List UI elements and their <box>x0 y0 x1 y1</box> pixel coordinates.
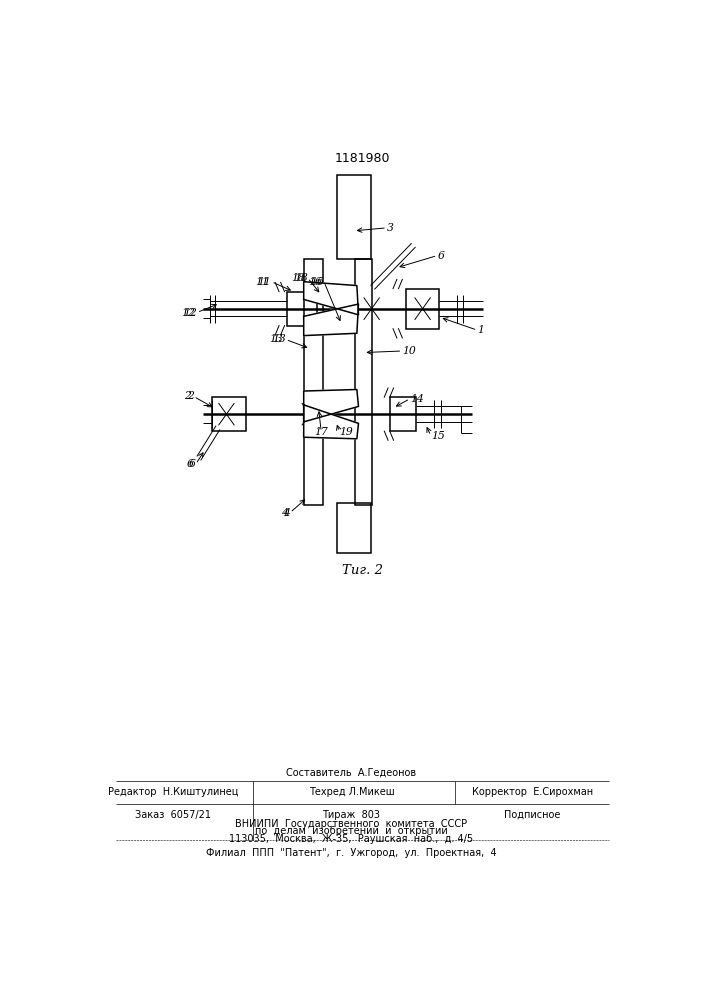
Text: 15: 15 <box>431 431 445 441</box>
Text: 18: 18 <box>294 273 308 283</box>
Bar <box>337 175 370 259</box>
Text: Тираж  803: Тираж 803 <box>322 810 380 820</box>
Text: 13: 13 <box>269 334 284 344</box>
Text: 113035,  Москва,  Ж-35,  Раушская  наб.,  д. 4/5: 113035, Москва, Ж-35, Раушская наб., д. … <box>229 834 474 844</box>
Text: 3: 3 <box>387 223 394 233</box>
Bar <box>337 503 370 553</box>
Text: 4: 4 <box>281 508 288 518</box>
Text: 2: 2 <box>185 391 192 401</box>
Text: 14: 14 <box>410 394 423 404</box>
Text: Подписное: Подписное <box>504 810 561 820</box>
Text: Составитель  А.Гедеонов: Составитель А.Гедеонов <box>286 768 416 778</box>
Text: Корректор  Е.Сирохман: Корректор Е.Сирохман <box>472 787 592 797</box>
Text: 18: 18 <box>291 273 305 283</box>
Bar <box>407 289 439 329</box>
Bar <box>355 259 372 505</box>
Text: 2: 2 <box>187 391 194 401</box>
Text: 4: 4 <box>283 508 290 518</box>
Text: 13: 13 <box>272 334 286 344</box>
Text: 12: 12 <box>183 308 197 318</box>
Text: 16: 16 <box>308 277 322 287</box>
Text: по  делам  изобретений  и  открытий: по делам изобретений и открытий <box>255 826 448 836</box>
Text: 1181980: 1181980 <box>334 152 390 165</box>
Text: 6: 6 <box>438 251 444 261</box>
Bar <box>211 397 245 431</box>
Text: 11: 11 <box>257 277 271 287</box>
Text: 17: 17 <box>315 427 328 437</box>
Text: 11: 11 <box>255 277 269 287</box>
Polygon shape <box>304 389 358 422</box>
Text: 19: 19 <box>339 427 353 437</box>
Text: 1: 1 <box>477 325 484 335</box>
Text: Τиг. 2: Τиг. 2 <box>342 564 382 577</box>
Polygon shape <box>304 405 358 439</box>
Text: Редактор  Н.Киштулинец: Редактор Н.Киштулинец <box>108 787 238 797</box>
Text: 6: 6 <box>189 459 196 469</box>
Text: 12: 12 <box>181 308 194 318</box>
Text: 16: 16 <box>310 277 324 287</box>
Text: 10: 10 <box>402 346 416 356</box>
Bar <box>287 292 317 326</box>
Text: Техред Л.Микеш: Техред Л.Микеш <box>308 787 395 797</box>
Text: 6: 6 <box>187 459 194 469</box>
Polygon shape <box>304 282 358 315</box>
Bar <box>390 397 416 431</box>
Text: Филиал  ППП  "Патент",  г.  Ужгород,  ул.  Проектная,  4: Филиал ППП "Патент", г. Ужгород, ул. Про… <box>206 848 497 858</box>
Text: ВНИИПИ  Государственного  комитета  СССР: ВНИИПИ Государственного комитета СССР <box>235 819 467 829</box>
Text: Заказ  6057/21: Заказ 6057/21 <box>135 810 211 820</box>
Bar <box>304 259 323 505</box>
Polygon shape <box>304 304 358 336</box>
